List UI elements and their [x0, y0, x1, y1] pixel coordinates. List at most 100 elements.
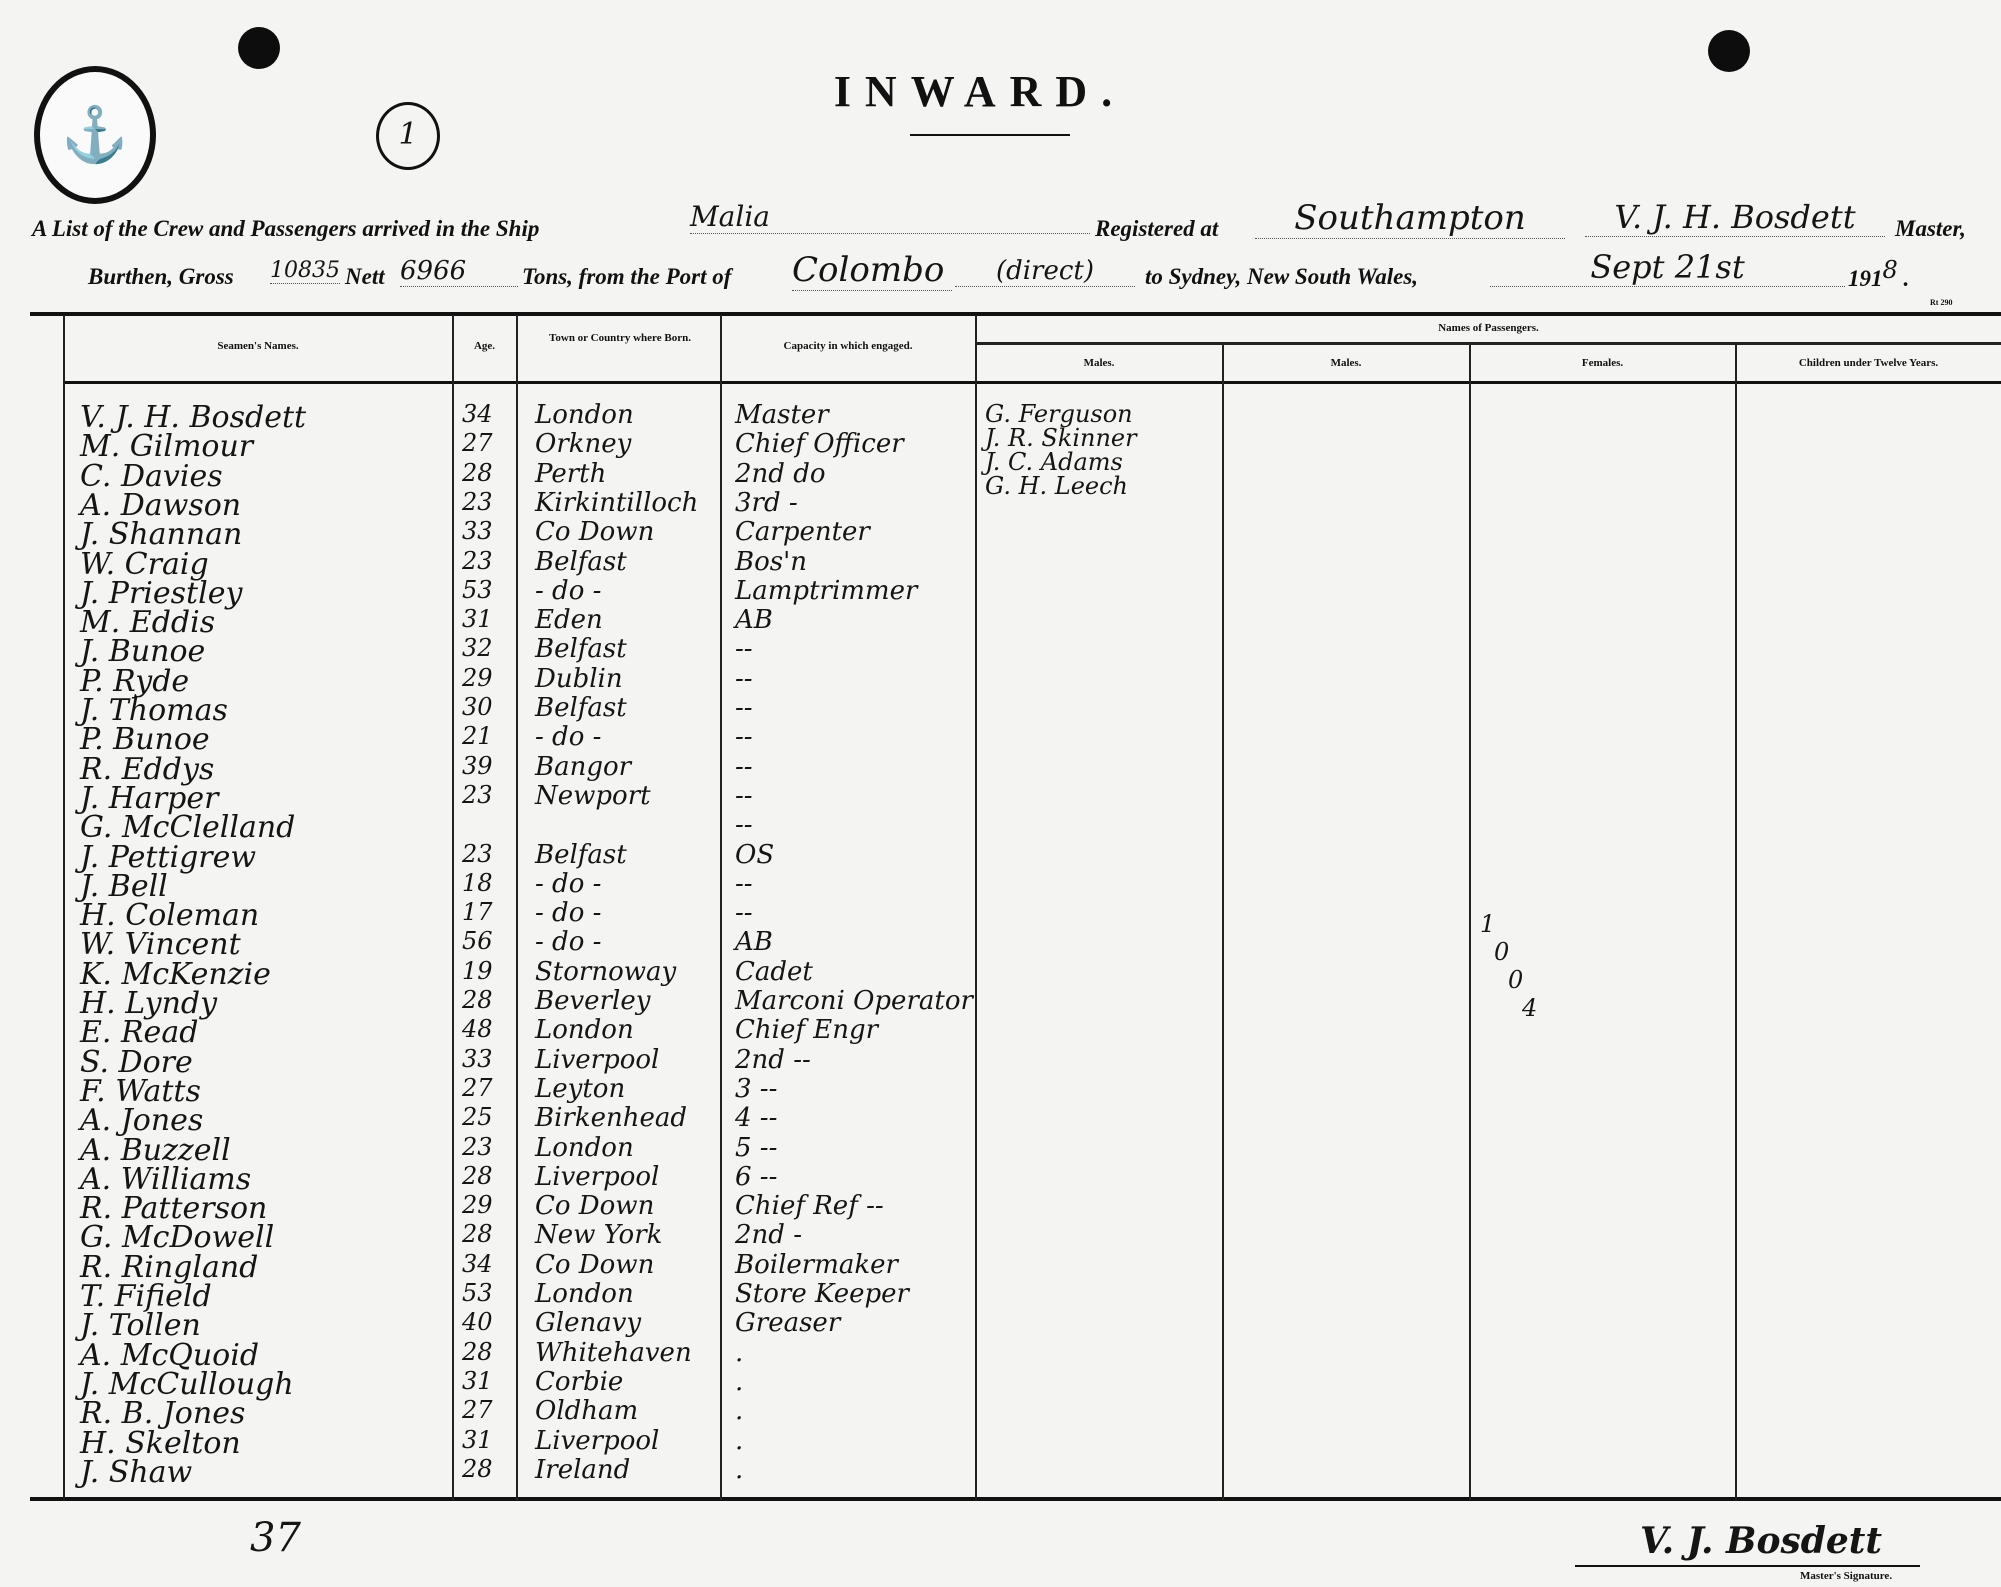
birthplace: - do -	[535, 722, 602, 753]
seaman-name: J. Shannan	[80, 517, 243, 553]
capacity: 2nd -	[735, 1220, 802, 1251]
capacity: Master	[735, 400, 829, 430]
passenger-male-name: G. H. Leech	[985, 472, 1129, 500]
seaman-name: H. Coleman	[80, 898, 260, 934]
destination-label: to Sydney, New South Wales,	[1145, 264, 1419, 289]
seaman-name: P. Ryde	[80, 663, 190, 699]
seaman-name: H. Skelton	[80, 1425, 241, 1461]
capacity: Cadet	[735, 956, 813, 987]
birthplace: - do -	[535, 868, 602, 899]
birthplace: Glenavy	[535, 1308, 642, 1339]
capacity: --	[735, 780, 753, 811]
registered-port: Southampton	[1255, 198, 1565, 239]
table-top-rule	[30, 312, 2001, 316]
seaman-name: R. Ringland	[80, 1249, 259, 1285]
birthplace: Whitehaven	[535, 1337, 692, 1368]
seaman-age: 17	[462, 898, 493, 927]
seaman-name: R. Eddys	[80, 751, 215, 787]
column-divider	[452, 315, 454, 1500]
tally-digit: 4	[1522, 994, 1538, 1022]
seaman-age: 32	[462, 634, 493, 663]
capacity: 4 --	[735, 1103, 778, 1134]
seaman-age: 56	[462, 927, 493, 956]
birthplace: Co Down	[535, 517, 655, 548]
nett-tons: 6966	[400, 256, 518, 287]
anchor-icon: ⚓	[61, 104, 129, 165]
birthplace: Belfast	[535, 546, 627, 577]
passenger-header-rule	[976, 342, 2001, 345]
capacity: --	[735, 868, 753, 899]
capacity: 5 --	[735, 1132, 778, 1163]
seaman-age: 23	[462, 1132, 493, 1161]
page-title: INWARD.	[833, 67, 1127, 116]
title-underline	[910, 134, 1070, 136]
capacity: --	[735, 751, 753, 782]
year-printed: 1918 .	[1848, 256, 1910, 291]
capacity: .	[735, 1337, 744, 1368]
seaman-name: R. Patterson	[80, 1191, 268, 1227]
seaman-age: 48	[462, 1015, 493, 1044]
capacity: 2nd --	[735, 1044, 811, 1075]
seaman-age: 28	[462, 986, 493, 1014]
seaman-age: 19	[462, 956, 493, 985]
seaman-name: J. Thomas	[80, 693, 228, 728]
seaman-name: J. Priestley	[80, 575, 243, 611]
birthplace: London	[535, 1279, 634, 1309]
birthplace: Belfast	[535, 634, 627, 665]
capacity: Bos'n	[735, 546, 807, 577]
header-bottom-rule	[64, 381, 2001, 384]
birthplace: Co Down	[535, 1249, 655, 1280]
tally-digit: 1	[1480, 910, 1496, 938]
birthplace: Belfast	[535, 839, 627, 870]
seaman-name: A. Buzzell	[80, 1132, 231, 1168]
seaman-name: M. Eddis	[80, 605, 216, 641]
capacity: Marconi Operator	[735, 986, 973, 1016]
header-females: Females.	[1581, 357, 1624, 369]
capacity: 2nd do	[735, 458, 826, 489]
birthplace: Dublin	[535, 663, 623, 694]
tally-digit: 0	[1508, 966, 1524, 994]
seaman-name: G. McClelland	[80, 810, 296, 846]
seaman-name: T. Fifield	[80, 1279, 212, 1314]
capacity: --	[735, 722, 753, 753]
birthplace: Liverpool	[535, 1425, 660, 1456]
seaman-age: 34	[462, 1249, 493, 1278]
birthplace: Orkney	[535, 429, 632, 460]
seaman-age: 31	[462, 605, 493, 634]
header-seamen-names: Seamen's Names.	[217, 340, 299, 352]
seaman-age: 28	[462, 458, 493, 487]
seaman-age: 23	[462, 487, 493, 516]
burthen-label: Burthen, Gross	[88, 264, 234, 289]
seaman-name: K. McKenzie	[80, 956, 271, 992]
form-code: Rt 290	[1930, 298, 1953, 307]
seaman-name: S. Dore	[80, 1044, 193, 1080]
seaman-age: 29	[462, 1191, 493, 1220]
capacity: --	[735, 663, 753, 694]
header-males-1: Males.	[1083, 357, 1115, 369]
birthplace: Leyton	[535, 1073, 626, 1104]
capacity: .	[735, 1425, 744, 1456]
column-divider	[516, 315, 518, 1500]
capacity: OS	[735, 839, 775, 870]
seaman-age: 33	[462, 1044, 493, 1073]
column-divider	[720, 315, 722, 1500]
birthplace: Kirkintilloch	[535, 487, 699, 518]
capacity: AB	[735, 927, 773, 958]
birthplace: Birkenhead	[535, 1103, 688, 1134]
seaman-name: V. J. H. Bosdett	[80, 400, 307, 435]
birthplace: Perth	[535, 458, 607, 489]
seaman-name: R. B. Jones	[80, 1396, 246, 1432]
birthplace: Bangor	[535, 751, 632, 782]
master-label: Master,	[1895, 216, 1966, 241]
passenger-male-name: J. R. Skinner	[985, 424, 1137, 452]
header-males-2: Males.	[1330, 357, 1362, 369]
signature-label: Master's Signature.	[1800, 1570, 1893, 1582]
capacity: Lamptrimmer	[735, 575, 918, 606]
seaman-age: 23	[462, 546, 493, 575]
column-divider	[1735, 343, 1737, 1500]
birthplace: Co Down	[535, 1191, 655, 1222]
signature-line	[1575, 1565, 1920, 1567]
ship-name: Malia	[690, 200, 1090, 234]
birthplace: Liverpool	[535, 1044, 660, 1075]
seaman-age: 40	[462, 1308, 493, 1337]
